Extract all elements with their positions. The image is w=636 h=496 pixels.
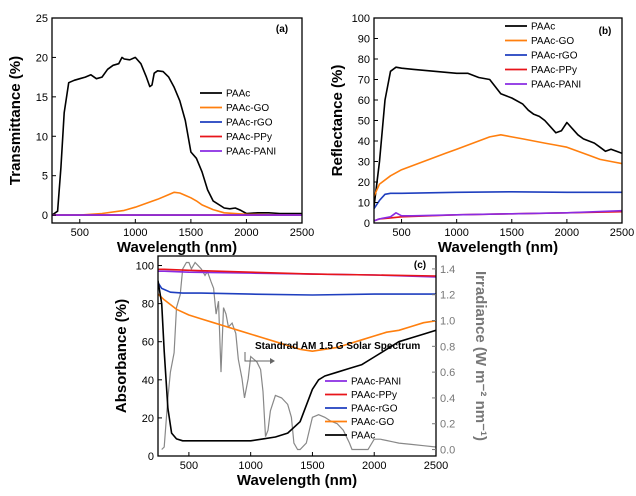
legend-label: PAAc-PANI <box>351 377 401 388</box>
y-tick-label: 60 <box>358 95 370 107</box>
series-line-paac <box>374 66 622 207</box>
panel-tag: (b) <box>599 26 612 37</box>
x-tick-label: 2000 <box>555 227 579 239</box>
y-tick-label: 50 <box>358 116 370 128</box>
y-tick-label: 40 <box>358 136 370 148</box>
legend-label: PAAc-PPy <box>351 390 397 401</box>
y-tick-label: 15 <box>36 92 48 104</box>
legend: PAAc-PANI PAAc-PPy PAAc-rGO PAAc-GO PAAc <box>325 377 401 442</box>
annotation-arrow-head <box>270 358 275 364</box>
x-tick-label: 1500 <box>500 227 524 239</box>
y-tick-label: 40 <box>142 375 154 387</box>
legend-label: PAAc-rGO <box>531 51 578 62</box>
legend-label: PAAc <box>531 22 555 33</box>
x-tick-label: 2500 <box>290 227 314 239</box>
legend-label: PAAc <box>226 89 250 100</box>
x-tick-label: 500 <box>392 227 410 239</box>
y-tick-label: 10 <box>36 131 48 143</box>
legend: PAAc PAAc-GO PAAc-rGO PAAc-PPy PAAc-PANI <box>200 89 276 158</box>
y-tick-label: 80 <box>358 54 370 66</box>
series-line-paac-rgo <box>158 282 436 296</box>
legend-label: PAAc-PPy <box>226 132 272 143</box>
y-tick-label: 0 <box>42 210 48 222</box>
secondary-series-line <box>161 261 436 451</box>
chart-panel-2: 500 1000 1500 2000 2500 0 10 20 30 40 50 60 70 80 90 10… <box>329 13 634 256</box>
y-tick-label: 0 <box>364 218 370 230</box>
y2-tick-label: 1.0 <box>440 316 455 328</box>
y-tick-label: 25 <box>36 13 48 25</box>
plot-frame <box>51 17 303 224</box>
annotation-arrow-line <box>244 352 270 362</box>
legend: PAAc PAAc-GO PAAc-rGO PAAc-PPy PAAc-PANI <box>505 22 581 91</box>
series-line-paac <box>158 280 436 442</box>
series-line-paac-go <box>52 191 302 216</box>
y-tick-label: 5 <box>42 171 48 183</box>
panel-tag: (a) <box>276 24 288 35</box>
series-line-paac <box>52 56 302 216</box>
x-tick-label: 1500 <box>300 460 324 472</box>
series-line-paac-go <box>158 293 436 353</box>
x-tick-label: 2000 <box>234 227 258 239</box>
y-axis-label: Transmittance (%) <box>7 56 24 185</box>
y-tick-label: 80 <box>142 299 154 311</box>
x-tick-label: 500 <box>71 227 89 239</box>
x-tick-label: 1500 <box>179 227 203 239</box>
x-axis-label: Wavelength (nm) <box>117 239 237 256</box>
y2-tick-label: 1.4 <box>440 264 455 276</box>
y-tick-label: 10 <box>358 198 370 210</box>
y-axis-label: Absorbance (%) <box>113 299 130 413</box>
y2-tick-label: 0.8 <box>440 341 455 353</box>
y-tick-label: 100 <box>136 261 154 273</box>
y-tick-label: 20 <box>36 52 48 64</box>
legend-label: PAAc-PANI <box>531 80 581 91</box>
y-tick-label: 60 <box>142 337 154 349</box>
series-line-paac-rgo <box>374 191 622 210</box>
legend-label: PAAc <box>351 431 375 442</box>
plot-frame <box>157 255 437 457</box>
y2-tick-label: 0.4 <box>440 393 455 405</box>
x-tick-label: 2500 <box>610 227 634 239</box>
y-tick-label: 70 <box>358 75 370 87</box>
y2-tick-label: 0.2 <box>440 419 455 431</box>
chart-panel-3: 500 1000 1500 2000 2500 0 20 40 60 80 100 0.0 0.2 0.4… <box>113 255 489 489</box>
legend-label: PAAc-GO <box>351 417 394 428</box>
y-tick-label: 20 <box>142 413 154 425</box>
legend-label: PAAc-rGO <box>226 118 273 129</box>
y-tick-label: 100 <box>352 13 370 25</box>
legend-label: PAAc-GO <box>531 36 574 47</box>
x-axis-label: Wavelength (nm) <box>237 472 357 489</box>
legend-label: PAAc-PPy <box>531 65 577 76</box>
x-tick-label: 2500 <box>424 460 448 472</box>
y-tick-label: 90 <box>358 34 370 46</box>
legend-label: PAAc-rGO <box>351 404 398 415</box>
solar-spectrum-annotation: Standrad AM 1.5 G Solar Spectrum <box>255 341 420 352</box>
y-axis-label: Reflectance (%) <box>329 65 346 177</box>
chart-panel-1: 500 1000 1500 2000 2500 0 5 10 15 20 25 Wavelength … <box>7 13 314 256</box>
y2-axis-label: Irradiance (W m⁻² nm⁻¹) <box>472 271 489 441</box>
series-line-paac-go <box>374 134 622 197</box>
y-tick-label: 20 <box>358 177 370 189</box>
y-tick-label: 0 <box>148 451 154 463</box>
series-line-paac-ppy <box>158 268 436 277</box>
legend-label: PAAc-GO <box>226 103 269 114</box>
x-tick-label: 500 <box>180 460 198 472</box>
y2-tick-label: 0.0 <box>440 445 455 457</box>
y2-tick-label: 0.6 <box>440 367 455 379</box>
x-axis-label: Wavelength (nm) <box>438 239 558 256</box>
x-tick-label: 1000 <box>444 227 468 239</box>
legend-label: PAAc-PANI <box>226 147 276 158</box>
series-line-paac-pani <box>374 209 622 222</box>
x-tick-label: 1000 <box>238 460 262 472</box>
x-tick-label: 2000 <box>362 460 386 472</box>
y-tick-label: 30 <box>358 157 370 169</box>
y2-tick-label: 1.2 <box>440 290 455 302</box>
x-tick-label: 1000 <box>123 227 147 239</box>
panel-tag: (c) <box>414 260 426 271</box>
